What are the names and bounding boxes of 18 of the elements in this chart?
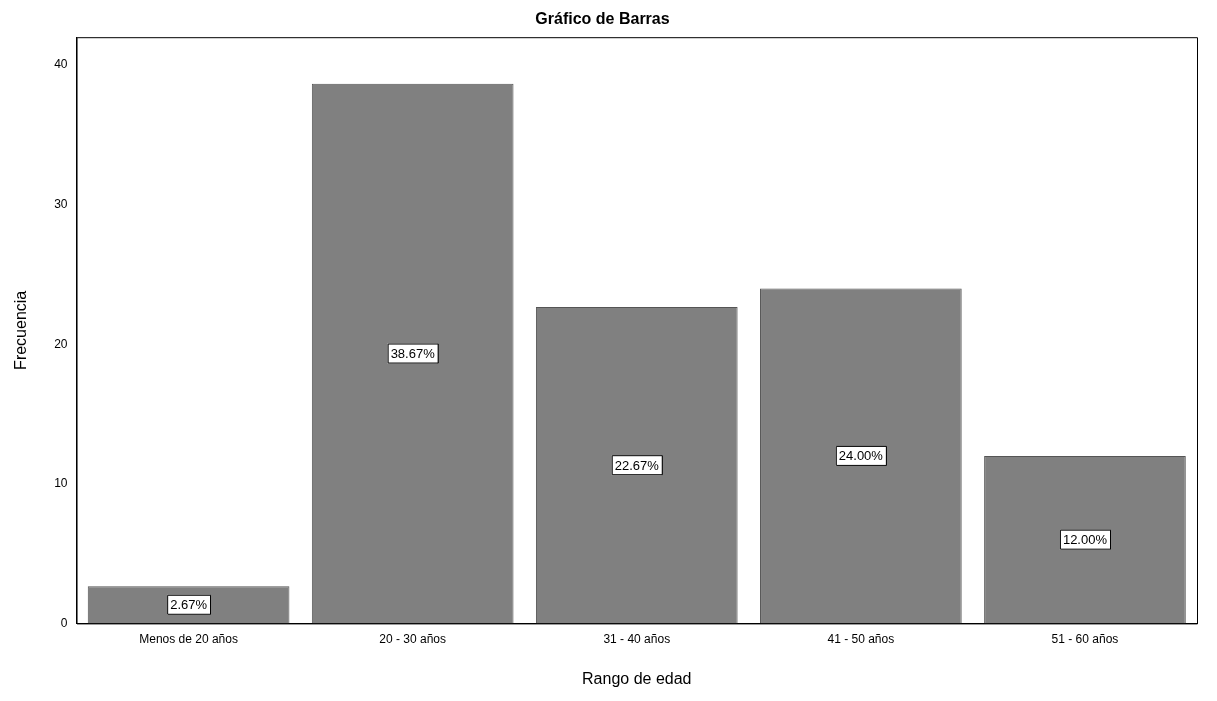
- x-tick-label: 31 - 40 años: [603, 631, 671, 646]
- y-tick-label: 10: [54, 476, 68, 491]
- x-tick-label: Menos de 20 años: [139, 631, 238, 646]
- x-axis-title: Rango de edad: [582, 669, 692, 687]
- x-tick-label: 41 - 50 años: [827, 631, 895, 646]
- y-tick-label: 20: [54, 336, 68, 351]
- data-label: 2.67%: [170, 597, 208, 613]
- y-tick-label: 0: [60, 615, 68, 630]
- data-label: 12.00%: [1062, 532, 1108, 548]
- chart-title: Gráfico de Barras: [535, 10, 670, 28]
- data-label: 38.67%: [390, 346, 436, 362]
- x-tick-label: 51 - 60 años: [1051, 631, 1119, 646]
- y-tick-label: 40: [54, 57, 68, 72]
- y-tick-label: 30: [54, 197, 68, 211]
- data-label: 22.67%: [614, 457, 660, 473]
- y-axis-title: Frecuencia: [12, 290, 30, 370]
- x-tick-label: 20 - 30 años: [379, 631, 447, 646]
- data-label: 24.00%: [838, 448, 884, 464]
